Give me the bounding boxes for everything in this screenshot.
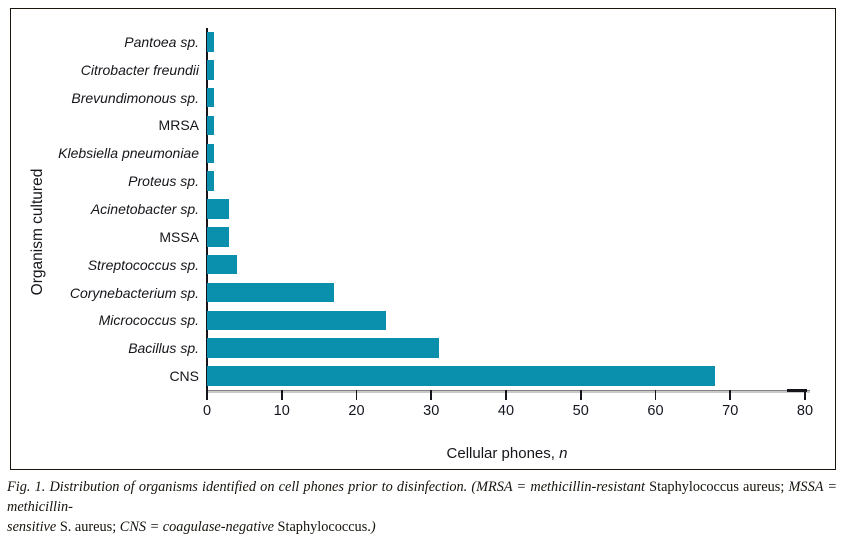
x-axis-tick-label: 60	[647, 403, 664, 419]
x-axis-tick	[206, 390, 208, 400]
caption-segment: Staphylococcus aureus	[649, 479, 781, 495]
bar-band: Pantoea sp.	[124, 28, 805, 56]
caption-segment: sensitive	[7, 519, 60, 535]
x-axis-tick-label: 50	[572, 403, 589, 419]
category-label: Bacillus sp.	[128, 340, 199, 357]
x-axis-title: Cellular phones, n	[447, 445, 568, 462]
x-axis-tick-label: 70	[722, 403, 739, 419]
bar	[207, 60, 215, 80]
bar-band: Corynebacterium sp.	[70, 279, 805, 307]
category-label: MRSA	[158, 117, 199, 134]
x-axis-end-segment	[787, 389, 807, 392]
caption-segment: ;	[780, 479, 789, 495]
bar	[207, 143, 215, 164]
bar	[207, 282, 335, 303]
caption-segment: Staphylococcus.	[277, 519, 371, 535]
caption-line1: Fig. 1. Distribution of organisms identi…	[7, 477, 837, 517]
category-label: Proteus sp.	[128, 173, 199, 190]
bar	[207, 115, 215, 136]
figure-panel: Organism cultured Pantoea sp. Citrobacter…	[10, 8, 836, 470]
x-axis-tick	[654, 390, 657, 400]
caption-segment: ;	[112, 519, 120, 535]
figure-caption: Fig. 1. Distribution of organisms identi…	[7, 477, 837, 537]
plot-area: Pantoea sp. Citrobacter freundii Brevundim…	[58, 28, 805, 390]
bar	[207, 87, 215, 108]
bar-band: Micrococcus sp.	[99, 306, 805, 334]
x-axis-tick-label: 10	[273, 403, 290, 419]
x-axis-title-italic-n: n	[559, 445, 568, 462]
category-label: Streptococcus sp.	[87, 256, 199, 273]
bar-band: Citrobacter freundii	[81, 56, 805, 84]
bar	[207, 171, 215, 191]
bar-band: MSSA	[159, 223, 805, 251]
bar-band: MRSA	[159, 112, 805, 140]
bar-band: Proteus sp.	[128, 167, 805, 195]
bar-band: Streptococcus sp.	[88, 251, 805, 279]
x-axis-tick	[804, 390, 806, 400]
bar	[207, 254, 237, 275]
caption-line2: sensitive S. aureus; CNS = coagulase-neg…	[7, 517, 837, 537]
x-axis-tick	[430, 390, 433, 400]
bar-band: CNS	[169, 362, 805, 390]
x-axis-tick-label: 40	[497, 403, 515, 419]
category-label: MSSA	[159, 228, 199, 245]
x-axis-title-regular: Cellular phones,	[446, 445, 560, 462]
bar-band: Brevundimonous sp.	[71, 84, 805, 112]
bar	[207, 32, 215, 52]
bar-band: Acinetobacter sp.	[91, 195, 805, 223]
bar-band: Klebsiella pneumoniae	[58, 139, 805, 167]
caption-segment: )	[370, 519, 376, 535]
category-label: Pantoea sp.	[124, 33, 199, 50]
category-label: Klebsiella pneumoniae	[58, 145, 199, 162]
caption-segment: CNS = coagulase-negative	[119, 519, 278, 535]
caption-segment: Fig. 1. Distribution of organisms identi…	[7, 479, 650, 495]
x-axis-tick	[729, 390, 732, 400]
category-label: Micrococcus sp.	[98, 312, 199, 329]
category-label: CNS	[169, 368, 199, 385]
caption-segment: MSSA = methicillin-	[7, 479, 838, 515]
x-axis-tick	[579, 390, 582, 400]
x-axis-tick	[505, 390, 507, 400]
x-axis-tick-label: 20	[348, 403, 365, 419]
bar	[207, 227, 230, 247]
bar-band: Bacillus sp.	[128, 334, 805, 362]
bar	[207, 366, 716, 386]
x-axis-line	[207, 390, 810, 393]
x-axis-tick	[355, 390, 358, 400]
x-axis-tick-label: 0	[202, 403, 212, 419]
x-axis-tick-label: 80	[796, 403, 814, 419]
x-axis-tick	[280, 390, 283, 400]
bar	[207, 310, 387, 331]
category-label: Corynebacterium sp.	[69, 284, 199, 301]
category-label: Acinetobacter sp.	[90, 200, 199, 217]
category-label: Brevundimonous sp.	[71, 89, 199, 106]
bar	[207, 199, 230, 219]
x-axis-tick-label: 30	[423, 403, 440, 419]
category-label: Citrobacter freundii	[80, 61, 199, 78]
caption-segment: S. aureus	[59, 519, 113, 535]
y-axis-title: Organism cultured	[29, 168, 46, 296]
bar	[207, 338, 439, 358]
